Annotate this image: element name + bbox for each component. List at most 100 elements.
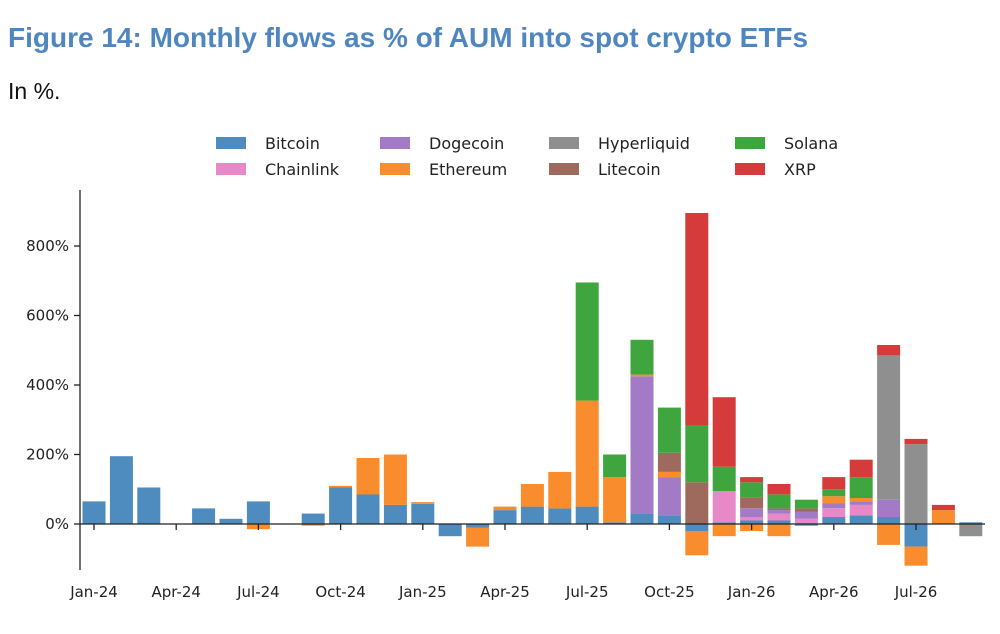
bars <box>82 213 983 566</box>
bar-chainlink-jan-26 <box>740 517 764 521</box>
chart-subtitle: In %. <box>8 78 61 104</box>
bar-ethereum-nov-24 <box>356 458 380 495</box>
bar-solana-nov-25 <box>685 425 709 483</box>
legend-label-litecoin: Litecoin <box>598 160 661 179</box>
bar-ethereum-mar-25 <box>466 527 490 547</box>
bar-solana-feb-26 <box>767 494 791 509</box>
bar-dogecoin-jun-26 <box>877 499 901 518</box>
bar-bitcoin-apr-25 <box>493 510 517 524</box>
bar-ethereum-sep-24 <box>301 524 325 526</box>
x-tick-label-oct-25: Oct-25 <box>644 583 694 601</box>
bar-xrp-apr-26 <box>822 477 846 490</box>
bar-bitcoin-mar-24 <box>137 487 161 524</box>
bar-bitcoin-jun-24 <box>219 518 243 524</box>
bar-ethereum-feb-26 <box>767 524 791 537</box>
bar-bitcoin-sep-26 <box>959 522 983 524</box>
bar-ethereum-apr-26 <box>822 496 846 504</box>
legend-swatch-bitcoin <box>216 137 246 149</box>
bar-bitcoin-jun-26 <box>877 517 901 524</box>
bar-litecoin-oct-25 <box>657 452 681 472</box>
bar-solana-may-26 <box>849 477 873 498</box>
x-tick-label-jan-24: Jan-24 <box>69 583 118 601</box>
bar-solana-dec-25 <box>712 466 736 491</box>
bar-chainlink-apr-26 <box>822 508 846 518</box>
bar-bitcoin-jul-26 <box>904 524 928 547</box>
legend-label-ethereum: Ethereum <box>429 160 507 179</box>
bar-solana-apr-26 <box>822 489 846 497</box>
bar-chainlink-may-26 <box>849 504 873 516</box>
legend-swatch-xrp <box>735 163 765 175</box>
legend-label-solana: Solana <box>784 134 838 153</box>
y-tick-label-800: 800% <box>26 237 69 255</box>
bar-ethereum-jan-25 <box>411 502 435 504</box>
y-tick-label-600: 600% <box>26 307 69 325</box>
bar-ethereum-oct-24 <box>329 485 353 488</box>
bar-xrp-jul-26 <box>904 438 928 445</box>
axes: 0% 200% 400% 600% 800% Jan-24 Apr-24 Jul-24 Oct-… <box>26 190 985 601</box>
legend-swatch-chainlink <box>216 163 246 175</box>
bar-bitcoin-mar-25 <box>466 524 490 528</box>
bar-bitcoin-apr-26 <box>822 517 846 524</box>
chart-title: Figure 14: Monthly flows as % of AUM int… <box>8 22 809 53</box>
bar-bitcoin-feb-24 <box>109 456 133 524</box>
bar-ethereum-nov-25 <box>685 531 709 556</box>
bar-bitcoin-oct-24 <box>329 487 353 524</box>
bar-solana-aug-25 <box>603 454 627 478</box>
bar-ethereum-jun-25 <box>548 471 572 509</box>
bar-solana-mar-26 <box>794 499 818 509</box>
bar-ethereum-apr-25 <box>493 506 517 511</box>
bar-bitcoin-feb-26 <box>767 520 791 524</box>
bar-xrp-feb-26 <box>767 484 791 495</box>
bar-litecoin-mar-26 <box>794 508 818 512</box>
bar-xrp-aug-26 <box>931 504 955 511</box>
bar-bitcoin-oct-25 <box>657 515 681 524</box>
x-tick-label-apr-25: Apr-25 <box>480 583 530 601</box>
bar-bitcoin-dec-24 <box>383 504 407 524</box>
bar-litecoin-jan-26 <box>740 497 764 509</box>
x-tick-label-jul-26: Jul-26 <box>894 583 938 601</box>
legend-label-xrp: XRP <box>784 160 816 179</box>
legend-label-dogecoin: Dogecoin <box>429 134 504 153</box>
legend-label-bitcoin: Bitcoin <box>265 134 320 153</box>
bar-bitcoin-feb-25 <box>438 524 462 537</box>
bar-bitcoin-nov-24 <box>356 494 380 524</box>
bar-bitcoin-jan-26 <box>740 520 764 524</box>
bar-dogecoin-jan-26 <box>740 508 764 518</box>
x-tick-label-jul-24: Jul-24 <box>236 583 280 601</box>
bar-ethereum-jun-26 <box>877 524 901 545</box>
bar-ethereum-may-26 <box>849 497 873 502</box>
bar-hyperliquid-jun-26 <box>877 355 901 500</box>
bar-xrp-nov-25 <box>685 213 709 425</box>
bar-bitcoin-jul-24 <box>246 501 270 524</box>
bar-solana-jan-26 <box>740 482 764 498</box>
bar-bitcoin-nov-25 <box>685 524 709 531</box>
bar-bitcoin-may-26 <box>849 515 873 524</box>
bar-bitcoin-dec-25 <box>712 522 736 524</box>
bar-solana-sep-25 <box>630 339 654 375</box>
bar-ethereum-jul-25 <box>575 400 599 507</box>
bar-bitcoin-jan-24 <box>82 501 106 524</box>
bar-dogecoin-feb-26 <box>767 510 791 514</box>
legend-swatch-ethereum <box>380 163 410 175</box>
legend-label-chainlink: Chainlink <box>265 160 340 179</box>
bar-bitcoin-sep-25 <box>630 513 654 524</box>
bar-xrp-may-26 <box>849 459 873 478</box>
bar-ethereum-aug-26 <box>931 510 955 524</box>
bar-dogecoin-oct-25 <box>657 477 681 516</box>
bar-ethereum-may-25 <box>520 484 544 507</box>
bar-bitcoin-sep-24 <box>301 513 325 524</box>
y-tick-label-0: 0% <box>45 515 69 533</box>
bar-dogecoin-mar-26 <box>794 511 818 519</box>
bar-bitcoin-jul-25 <box>575 506 599 524</box>
bar-chainlink-feb-26 <box>767 513 791 521</box>
bar-hyperliquid-jul-26 <box>904 444 928 524</box>
bar-bitcoin-may-24 <box>192 508 216 524</box>
bar-xrp-jun-26 <box>877 345 901 356</box>
bar-bitcoin-jan-25 <box>411 503 435 524</box>
bar-hyperliquid-sep-26 <box>959 524 983 537</box>
bar-dogecoin-may-26 <box>849 501 873 505</box>
legend-swatch-dogecoin <box>380 137 410 149</box>
bar-xrp-dec-25 <box>712 397 736 467</box>
legend-label-hyperliquid: Hyperliquid <box>598 134 690 153</box>
y-tick-label-400: 400% <box>26 376 69 394</box>
